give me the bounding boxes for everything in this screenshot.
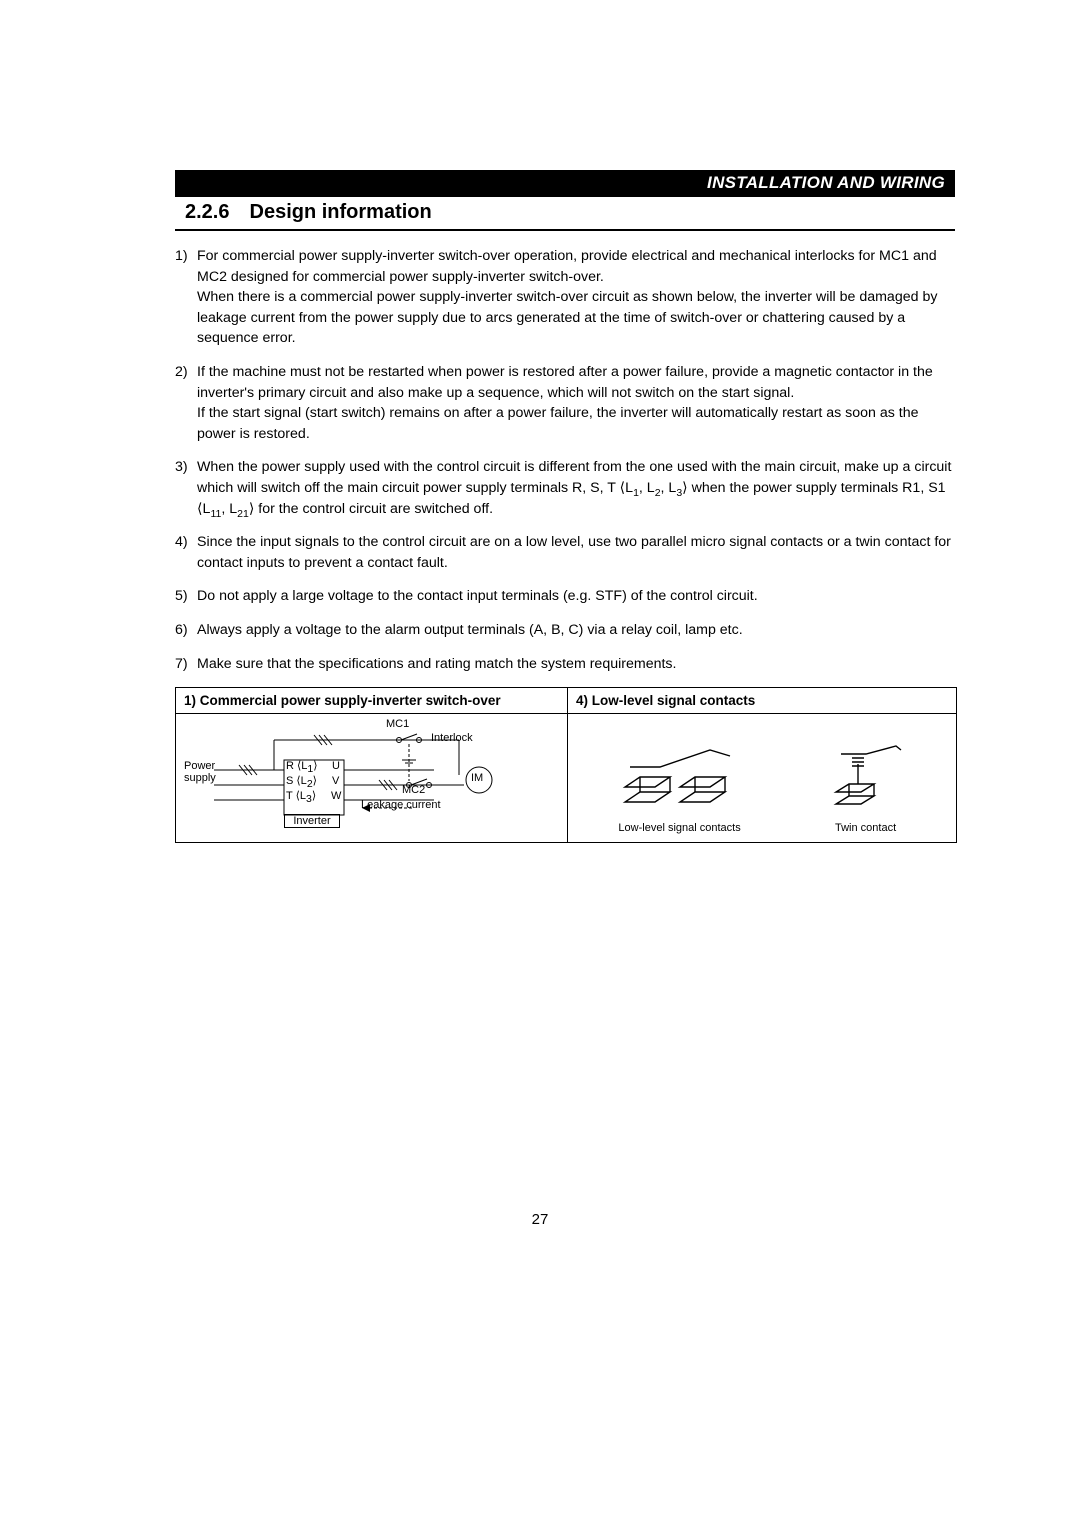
item-3: 3) When the power supply used with the c… (175, 457, 955, 519)
item-3-num: 3) (175, 457, 197, 519)
twin-contact-icon (826, 742, 906, 812)
item-5-num: 5) (175, 586, 197, 607)
figure-left: 1) Commercial power supply-inverter swit… (176, 688, 568, 842)
item-6-body: Always apply a voltage to the alarm outp… (197, 620, 955, 641)
label-s: S ⟨L2⟩ (286, 775, 317, 787)
item-5-body: Do not apply a large voltage to the cont… (197, 586, 955, 607)
item-2: 2) If the machine must not be restarted … (175, 362, 955, 444)
figure-left-title: 1) Commercial power supply-inverter swit… (176, 688, 567, 714)
page: INSTALLATION AND WIRING 2.2.6 Design inf… (0, 0, 1080, 1528)
item-6-num: 6) (175, 620, 197, 641)
item-6: 6) Always apply a voltage to the alarm o… (175, 620, 955, 641)
item-2-num: 2) (175, 362, 197, 444)
section-title: Design information (250, 201, 432, 223)
item-2-body: If the machine must not be restarted whe… (197, 362, 955, 444)
label-inverter: Inverter (284, 814, 340, 828)
page-number: 27 (532, 1211, 549, 1228)
label-twin: Twin contact (835, 822, 896, 834)
label-r: R ⟨L1⟩ (286, 760, 318, 772)
item-4-body: Since the input signals to the control c… (197, 532, 955, 573)
label-v: V (332, 775, 339, 787)
label-im: IM (471, 772, 483, 784)
item-1-para-1: For commercial power supply-inverter swi… (197, 246, 955, 287)
item-5: 5) Do not apply a large voltage to the c… (175, 586, 955, 607)
item-7-num: 7) (175, 654, 197, 675)
header-bar: INSTALLATION AND WIRING (175, 170, 955, 196)
low-level-contacts-col: Low-level signal contacts (618, 742, 740, 834)
figure-right-title: 4) Low-level signal contacts (568, 688, 956, 714)
item-3-para-1: When the power supply used with the cont… (197, 457, 955, 519)
item-1: 1) For commercial power supply-inverter … (175, 246, 955, 349)
figure-left-body: Powersupply R ⟨L1⟩ S ⟨L2⟩ T ⟨L3⟩ U V W M… (176, 714, 567, 842)
figure-right: 4) Low-level signal contacts (568, 688, 956, 842)
low-level-contacts-icon (620, 742, 740, 812)
item-4-num: 4) (175, 532, 197, 573)
item-1-num: 1) (175, 246, 197, 349)
item-7-body: Make sure that the specifications and ra… (197, 654, 955, 675)
item-1-body: For commercial power supply-inverter swi… (197, 246, 955, 349)
item-6-para-1: Always apply a voltage to the alarm outp… (197, 620, 955, 641)
label-leakage: Leakage current (361, 799, 441, 811)
section-title-wrap: 2.2.6 Design information (175, 196, 955, 231)
section-number: 2.2.6 (185, 201, 229, 223)
twin-contact-col: Twin contact (826, 742, 906, 834)
item-4-para-1: Since the input signals to the control c… (197, 532, 955, 573)
label-interlock: Interlock (431, 732, 473, 744)
item-2-para-2: If the start signal (start switch) remai… (197, 403, 955, 444)
header-text: INSTALLATION AND WIRING (707, 173, 945, 192)
figure-box: 1) Commercial power supply-inverter swit… (175, 687, 957, 843)
item-5-para-1: Do not apply a large voltage to the cont… (197, 586, 955, 607)
label-t: T ⟨L3⟩ (286, 790, 316, 802)
item-4: 4) Since the input signals to the contro… (175, 532, 955, 573)
item-7-para-1: Make sure that the specifications and ra… (197, 654, 955, 675)
section-title-gap (234, 201, 245, 223)
item-2-para-1: If the machine must not be restarted whe… (197, 362, 955, 403)
item-3-body: When the power supply used with the cont… (197, 457, 955, 519)
item-1-para-2: When there is a commercial power supply-… (197, 287, 955, 349)
label-u: U (332, 760, 340, 772)
label-power-supply: Powersupply (184, 760, 216, 784)
label-mc1: MC1 (386, 718, 409, 730)
item-7: 7) Make sure that the specifications and… (175, 654, 955, 675)
label-low-level: Low-level signal contacts (618, 822, 740, 834)
label-w: W (331, 790, 341, 802)
label-mc2: MC2 (402, 784, 425, 796)
figure-right-body: Low-level signal contacts (568, 714, 956, 842)
switchover-diagram (184, 720, 560, 840)
